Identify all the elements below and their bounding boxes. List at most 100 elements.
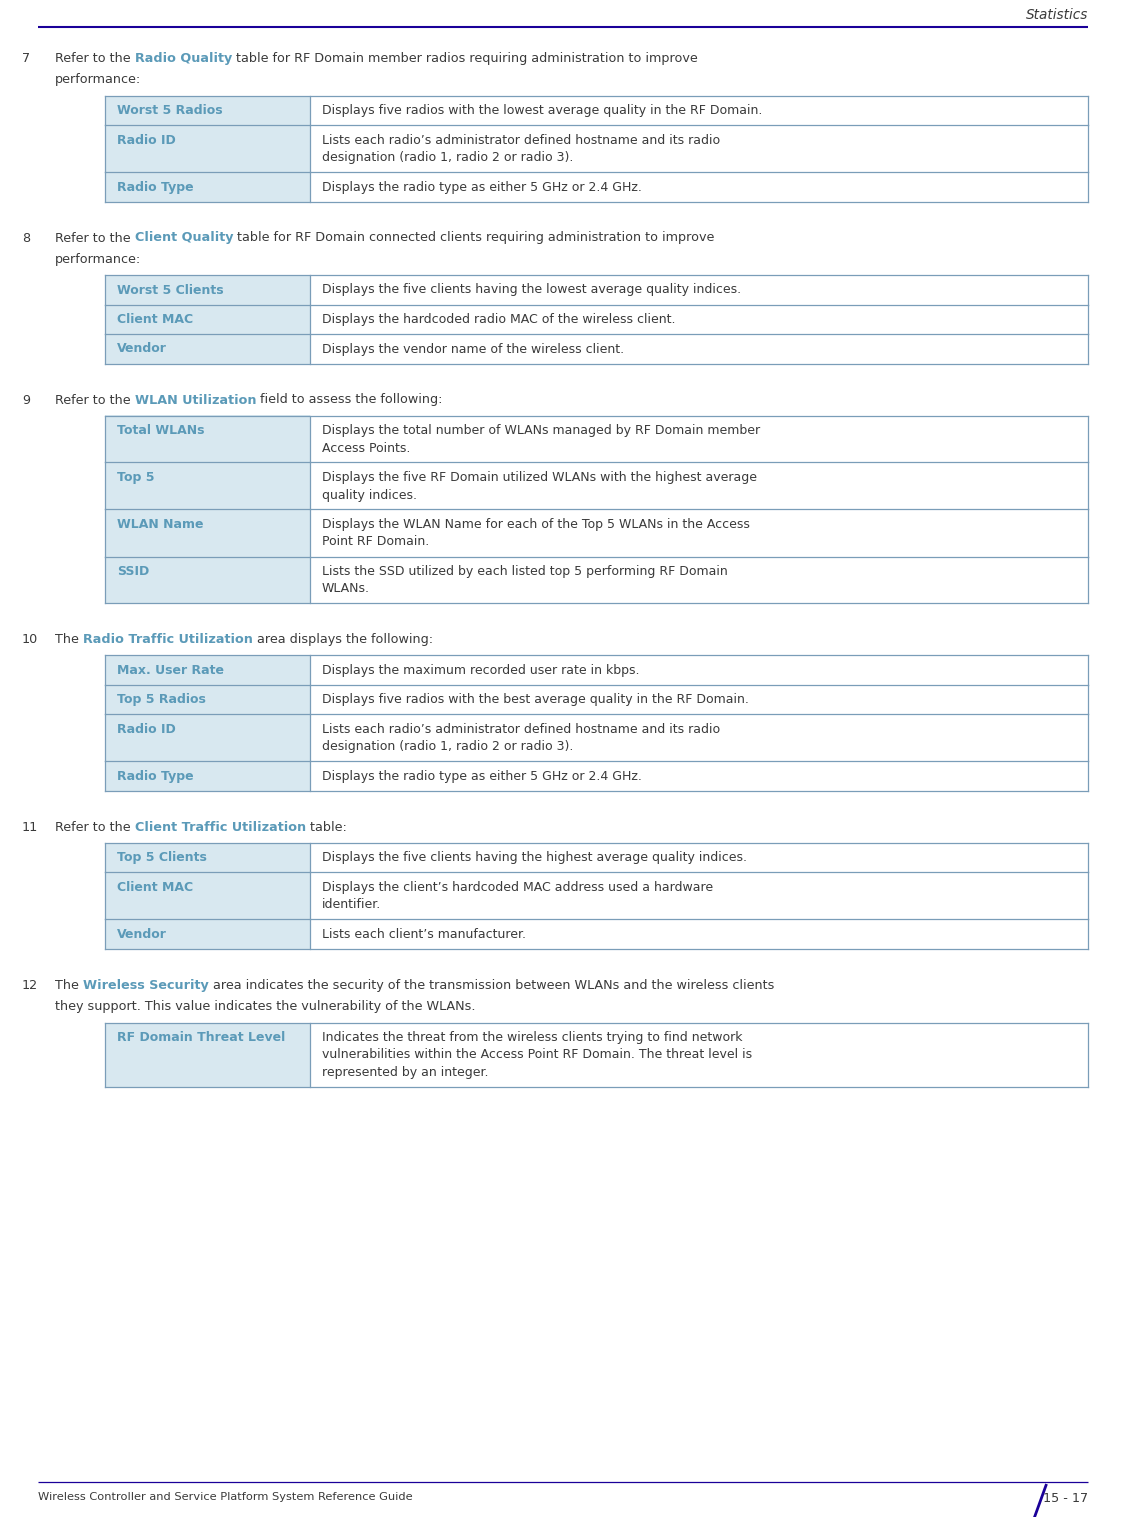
Bar <box>310 843 1088 872</box>
Text: field to assess the following:: field to assess the following: <box>256 393 442 407</box>
Text: table:: table: <box>306 821 346 834</box>
Text: Radio Type: Radio Type <box>117 181 194 194</box>
Text: Radio ID: Radio ID <box>117 724 176 736</box>
Bar <box>105 843 310 872</box>
Text: Displays the total number of WLANs managed by RF Domain member
Access Points.: Displays the total number of WLANs manag… <box>322 423 760 455</box>
Bar <box>310 919 1088 950</box>
Text: Max. User Rate: Max. User Rate <box>117 664 224 677</box>
Text: 15 - 17: 15 - 17 <box>1043 1493 1088 1505</box>
Text: Worst 5 Radios: Worst 5 Radios <box>117 105 223 117</box>
Bar <box>310 96 1088 124</box>
Bar <box>105 655 310 686</box>
Text: WLAN Utilization: WLAN Utilization <box>135 393 256 407</box>
Bar <box>310 463 1088 510</box>
Text: Top 5 Clients: Top 5 Clients <box>117 851 207 865</box>
Text: WLAN Name: WLAN Name <box>117 517 204 531</box>
Text: Displays the maximum recorded user rate in kbps.: Displays the maximum recorded user rate … <box>322 664 639 677</box>
Text: 11: 11 <box>22 821 38 834</box>
Text: Top 5: Top 5 <box>117 470 154 484</box>
Text: Worst 5 Clients: Worst 5 Clients <box>117 284 224 296</box>
Bar <box>105 1022 310 1088</box>
Text: table for RF Domain member radios requiring administration to improve: table for RF Domain member radios requir… <box>232 52 698 65</box>
Bar <box>105 334 310 364</box>
Bar <box>105 305 310 334</box>
Bar <box>105 416 310 463</box>
Bar <box>310 872 1088 919</box>
Bar <box>105 872 310 919</box>
Bar <box>105 463 310 510</box>
Text: The: The <box>55 634 83 646</box>
Text: Lists each radio’s administrator defined hostname and its radio
designation (rad: Lists each radio’s administrator defined… <box>322 133 720 164</box>
Text: 7: 7 <box>22 52 30 65</box>
Text: Vendor: Vendor <box>117 928 166 941</box>
Text: performance:: performance: <box>55 73 142 86</box>
Text: Total WLANs: Total WLANs <box>117 423 205 437</box>
Text: Indicates the threat from the wireless clients trying to find network
vulnerabil: Indicates the threat from the wireless c… <box>322 1032 753 1079</box>
Bar <box>105 171 310 202</box>
Text: RF Domain Threat Level: RF Domain Threat Level <box>117 1032 286 1044</box>
Text: SSID: SSID <box>117 564 150 578</box>
Text: Displays the five clients having the highest average quality indices.: Displays the five clients having the hig… <box>322 851 747 865</box>
Text: they support. This value indicates the vulnerability of the WLANs.: they support. This value indicates the v… <box>55 1001 476 1013</box>
Bar <box>310 557 1088 604</box>
Bar <box>105 919 310 950</box>
Bar <box>105 275 310 305</box>
Text: Displays five radios with the best average quality in the RF Domain.: Displays five radios with the best avera… <box>322 693 749 707</box>
Text: Refer to the: Refer to the <box>55 821 135 834</box>
Text: Radio ID: Radio ID <box>117 133 176 147</box>
Text: Refer to the: Refer to the <box>55 52 135 65</box>
Text: 10: 10 <box>22 634 38 646</box>
Text: Displays the radio type as either 5 GHz or 2.4 GHz.: Displays the radio type as either 5 GHz … <box>322 771 642 783</box>
Bar <box>310 275 1088 305</box>
Text: Displays five radios with the lowest average quality in the RF Domain.: Displays five radios with the lowest ave… <box>322 105 763 117</box>
Bar <box>310 334 1088 364</box>
Text: Displays the client’s hardcoded MAC address used a hardware
identifier.: Displays the client’s hardcoded MAC addr… <box>322 881 713 912</box>
Bar <box>310 762 1088 790</box>
Text: Displays the WLAN Name for each of the Top 5 WLANs in the Access
Point RF Domain: Displays the WLAN Name for each of the T… <box>322 517 750 549</box>
Bar <box>105 124 310 171</box>
Text: Client MAC: Client MAC <box>117 881 194 894</box>
Text: Displays the hardcoded radio MAC of the wireless client.: Displays the hardcoded radio MAC of the … <box>322 313 675 326</box>
Text: 9: 9 <box>22 393 30 407</box>
Text: The: The <box>55 978 83 992</box>
Text: Client Quality: Client Quality <box>135 232 233 244</box>
Bar <box>105 686 310 715</box>
Text: Lists each radio’s administrator defined hostname and its radio
designation (rad: Lists each radio’s administrator defined… <box>322 724 720 754</box>
Bar <box>105 762 310 790</box>
Bar <box>310 171 1088 202</box>
Bar <box>105 557 310 604</box>
Bar <box>105 715 310 762</box>
Text: Lists each client’s manufacturer.: Lists each client’s manufacturer. <box>322 928 526 941</box>
Bar <box>310 305 1088 334</box>
Text: Radio Traffic Utilization: Radio Traffic Utilization <box>83 634 253 646</box>
Bar <box>105 510 310 557</box>
Bar <box>310 686 1088 715</box>
Text: Statistics: Statistics <box>1026 8 1088 23</box>
Text: Refer to the: Refer to the <box>55 232 135 244</box>
Text: Client Traffic Utilization: Client Traffic Utilization <box>135 821 306 834</box>
Bar <box>105 96 310 124</box>
Text: area displays the following:: area displays the following: <box>253 634 433 646</box>
Text: Displays the five RF Domain utilized WLANs with the highest average
quality indi: Displays the five RF Domain utilized WLA… <box>322 470 757 502</box>
Text: Client MAC: Client MAC <box>117 313 194 326</box>
Text: Displays the five clients having the lowest average quality indices.: Displays the five clients having the low… <box>322 284 741 296</box>
Text: Radio Type: Radio Type <box>117 771 194 783</box>
Text: Vendor: Vendor <box>117 343 166 355</box>
Bar <box>310 715 1088 762</box>
Text: table for RF Domain connected clients requiring administration to improve: table for RF Domain connected clients re… <box>233 232 714 244</box>
Bar <box>310 416 1088 463</box>
Bar <box>310 655 1088 686</box>
Text: Radio Quality: Radio Quality <box>135 52 232 65</box>
Text: Lists the SSD utilized by each listed top 5 performing RF Domain
WLANs.: Lists the SSD utilized by each listed to… <box>322 564 728 596</box>
Text: 8: 8 <box>22 232 30 244</box>
Text: area indicates the security of the transmission between WLANs and the wireless c: area indicates the security of the trans… <box>208 978 774 992</box>
Text: Displays the radio type as either 5 GHz or 2.4 GHz.: Displays the radio type as either 5 GHz … <box>322 181 642 194</box>
Bar <box>310 1022 1088 1088</box>
Bar <box>310 510 1088 557</box>
Text: Top 5 Radios: Top 5 Radios <box>117 693 206 707</box>
Text: 12: 12 <box>22 978 38 992</box>
Text: Displays the vendor name of the wireless client.: Displays the vendor name of the wireless… <box>322 343 624 355</box>
Text: Refer to the: Refer to the <box>55 393 135 407</box>
Text: Wireless Security: Wireless Security <box>83 978 208 992</box>
Text: Wireless Controller and Service Platform System Reference Guide: Wireless Controller and Service Platform… <box>38 1493 413 1502</box>
